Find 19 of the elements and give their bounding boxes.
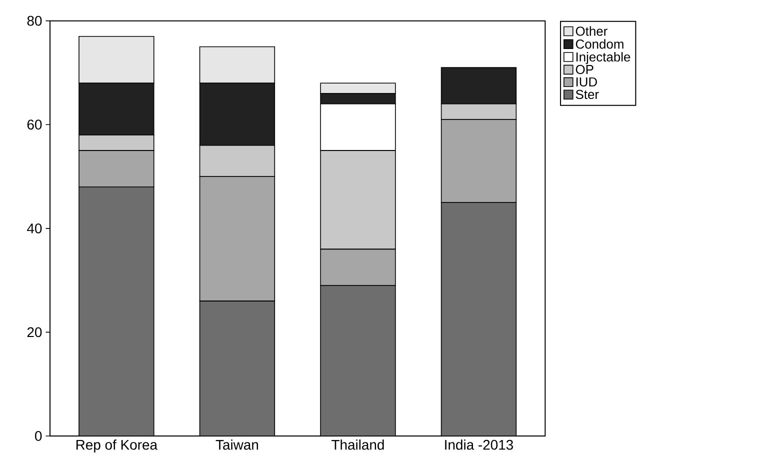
legend-label: Condom (576, 39, 624, 49)
legend-label: OP (576, 64, 594, 74)
x-tick-label: Rep of Korea (76, 440, 158, 453)
x-tick-label: Taiwan (216, 440, 258, 450)
legend-label: Other (576, 26, 608, 36)
legend-label: Injectable (576, 52, 630, 64)
x-tick-label: India -2013 (445, 440, 513, 450)
bar (78, 186, 154, 436)
x-tick-label: Thailand (332, 440, 384, 450)
legend-label: IUD (576, 77, 597, 86)
y-tick-label: 40 (27, 223, 42, 234)
y-tick-label: 0 (35, 431, 42, 441)
bar (440, 202, 517, 436)
y-tick-label: 80 (27, 16, 42, 26)
y-tick-label: 20 (27, 327, 42, 338)
bar (320, 285, 396, 436)
legend-label: Ster (576, 90, 599, 100)
y-tick-label: 60 (27, 120, 42, 130)
bar (199, 300, 276, 436)
